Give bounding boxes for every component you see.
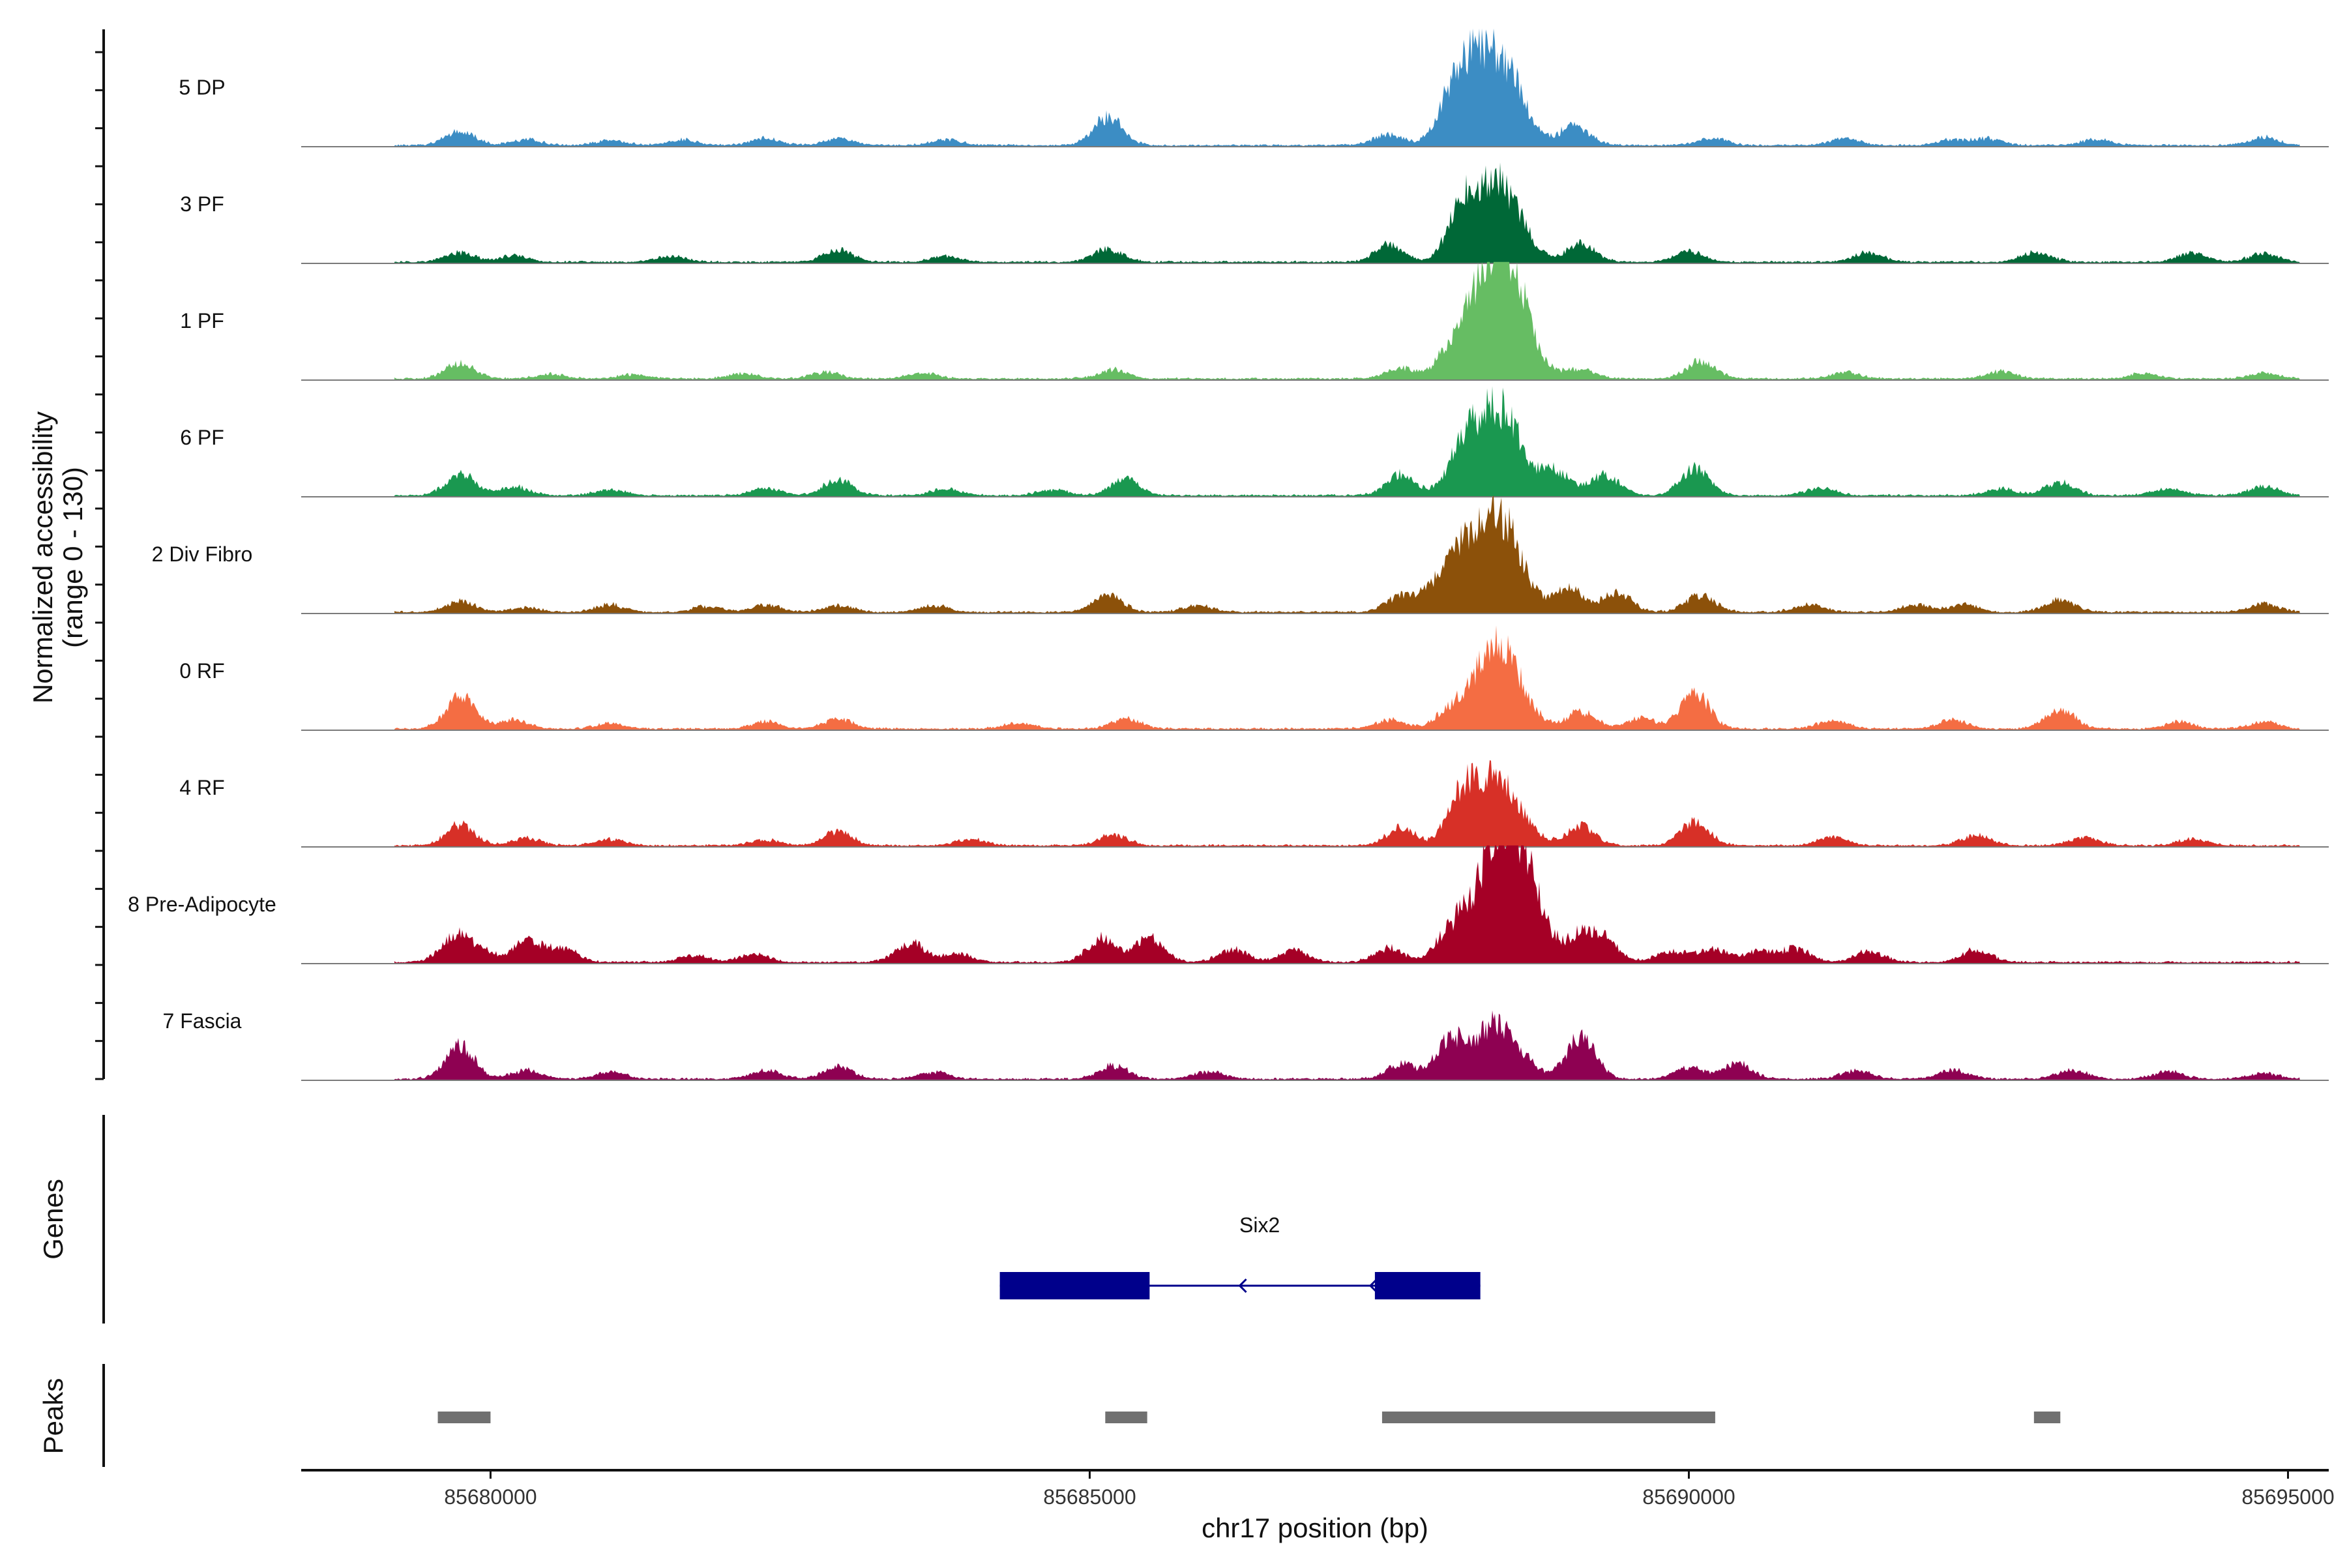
track-label: 1 PF — [180, 309, 224, 333]
coverage-track: 4 RF — [179, 760, 2329, 848]
y-axis-title: Normalized accessibility — [27, 411, 58, 703]
track-label: 8 Pre-Adipocyte — [128, 893, 276, 916]
x-axis-tick-label: 85680000 — [444, 1485, 537, 1509]
track-label: 6 PF — [180, 426, 224, 449]
coverage-track: 1 PF — [180, 261, 2329, 381]
peaks-track-title-group: Peaks — [38, 1378, 68, 1455]
gene-exon — [999, 1272, 1150, 1299]
genes-track: Six2 — [999, 1213, 1481, 1299]
gene-exon — [1374, 1272, 1481, 1299]
coverage-track: 7 Fascia — [163, 1009, 2329, 1081]
y-axis-title-group: Normalized accessibility (range 0 - 130) — [27, 411, 88, 703]
gene-model: Six2 — [999, 1213, 1481, 1299]
coverage-tracks: 5 DP 3 PF 1 PF 6 PF 2 Div Fibro 0 RF 4 RF 8 Pre… — [128, 28, 2329, 1081]
coverage-track: 0 RF — [179, 625, 2329, 731]
track-label: 5 DP — [179, 76, 225, 99]
coverage-track: 8 Pre-Adipocyte — [128, 845, 2329, 964]
x-axis-tick-label: 85690000 — [1642, 1485, 1735, 1509]
x-axis-ticks: 85680000 85685000 85690000 85695000 — [444, 1470, 2335, 1509]
coverage-track: 6 PF — [180, 386, 2329, 497]
peak-interval — [1105, 1412, 1147, 1423]
gene-label: Six2 — [1239, 1213, 1280, 1237]
peak-interval — [437, 1412, 491, 1423]
track-label: 2 Div Fibro — [152, 542, 253, 566]
genes-track-title: Genes — [38, 1179, 68, 1260]
coverage-track: 5 DP — [179, 28, 2329, 147]
strand-arrow-icon — [1238, 1278, 1247, 1294]
x-axis-tick-label: 85685000 — [1043, 1485, 1136, 1509]
coverage-track: 2 Div Fibro — [152, 495, 2329, 614]
track-label: 0 RF — [179, 659, 224, 683]
x-axis-tick-label: 85695000 — [2241, 1485, 2334, 1509]
track-label: 7 Fascia — [163, 1009, 242, 1033]
x-axis-title: chr17 position (bp) — [1202, 1513, 1428, 1543]
track-label: 3 PF — [180, 192, 224, 216]
peaks-track-title: Peaks — [38, 1378, 68, 1455]
peaks-track — [437, 1412, 2061, 1423]
coverage-track: 3 PF — [180, 162, 2329, 264]
peak-interval — [2033, 1412, 2061, 1423]
y-axis-range-label: (range 0 - 130) — [57, 467, 88, 648]
peak-interval — [1381, 1412, 1715, 1423]
track-label: 4 RF — [179, 776, 224, 799]
coverage-y-axis-ticks — [95, 51, 104, 1080]
strand-arrow-icon — [1368, 1278, 1378, 1294]
genes-track-title-group: Genes — [38, 1179, 68, 1260]
